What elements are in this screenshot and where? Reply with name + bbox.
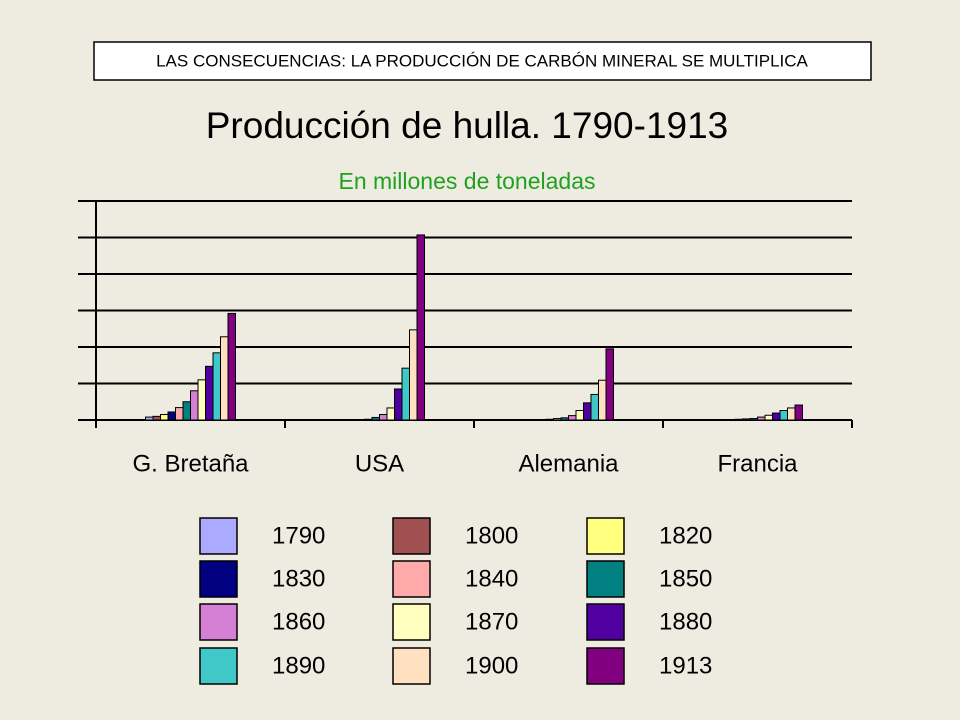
bar (386, 407, 395, 421)
bar (160, 414, 169, 421)
legend-label: 1790 (272, 522, 325, 549)
legend-label: 1913 (659, 652, 712, 679)
bar (364, 418, 373, 421)
legend-label: 1890 (272, 652, 325, 679)
bar (371, 416, 380, 421)
legend-swatch (199, 560, 238, 598)
legend-swatch (392, 560, 431, 598)
legend-swatch (586, 603, 625, 641)
bar (145, 416, 154, 421)
legend-swatch (586, 560, 625, 598)
bar (575, 410, 584, 421)
bar (182, 401, 191, 421)
bar (409, 329, 418, 421)
bar (175, 407, 184, 421)
legend-label: 1840 (465, 565, 518, 592)
bar (220, 336, 229, 421)
bar (227, 312, 236, 421)
bar (794, 404, 803, 421)
header-box (93, 41, 872, 81)
legend-swatch (199, 603, 238, 641)
legend-label: 1820 (659, 522, 712, 549)
bar (779, 410, 788, 421)
x-tick-label: Francia (717, 450, 798, 477)
bar (545, 418, 554, 421)
chart-subtitle: En millones de toneladas (339, 168, 596, 194)
bar (605, 348, 614, 421)
legend-swatch (392, 517, 431, 555)
bar (212, 352, 221, 421)
bar (583, 402, 592, 421)
x-tick-label: G. Bretaña (132, 450, 249, 477)
bar (598, 379, 607, 421)
legend-swatch (199, 647, 238, 685)
bar (787, 407, 796, 421)
legend-label: 1800 (465, 522, 518, 549)
bar (197, 379, 206, 421)
legend-label: 1870 (465, 608, 518, 635)
bar (734, 418, 743, 421)
bar (394, 388, 403, 421)
bar (764, 414, 773, 421)
bar (757, 416, 766, 421)
bar (401, 367, 410, 421)
bar (749, 418, 758, 421)
legend-label: 1900 (465, 652, 518, 679)
legend-swatch (392, 603, 431, 641)
bar (590, 393, 599, 421)
bar (553, 418, 562, 421)
header-title: LAS CONSECUENCIAS: LA PRODUCCIÓN DE CARB… (156, 51, 808, 70)
x-tick-label: Alemania (518, 450, 619, 477)
legend-swatch (586, 517, 625, 555)
bar (167, 411, 176, 421)
bar (205, 365, 214, 421)
bar (742, 418, 751, 421)
legend-swatch (199, 517, 238, 555)
chart-title: Producción de hulla. 1790-1913 (206, 105, 729, 146)
bar (560, 417, 569, 421)
bar (152, 415, 161, 421)
legend-label: 1880 (659, 608, 712, 635)
bar (379, 414, 388, 421)
bar (190, 390, 199, 421)
legend-label: 1830 (272, 565, 325, 592)
legend-label: 1860 (272, 608, 325, 635)
legend-swatch (586, 647, 625, 685)
bar (772, 412, 781, 421)
bar (416, 234, 425, 421)
legend-swatch (392, 647, 431, 685)
bar (568, 415, 577, 421)
x-tick-label: USA (355, 450, 404, 477)
legend-label: 1850 (659, 565, 712, 592)
